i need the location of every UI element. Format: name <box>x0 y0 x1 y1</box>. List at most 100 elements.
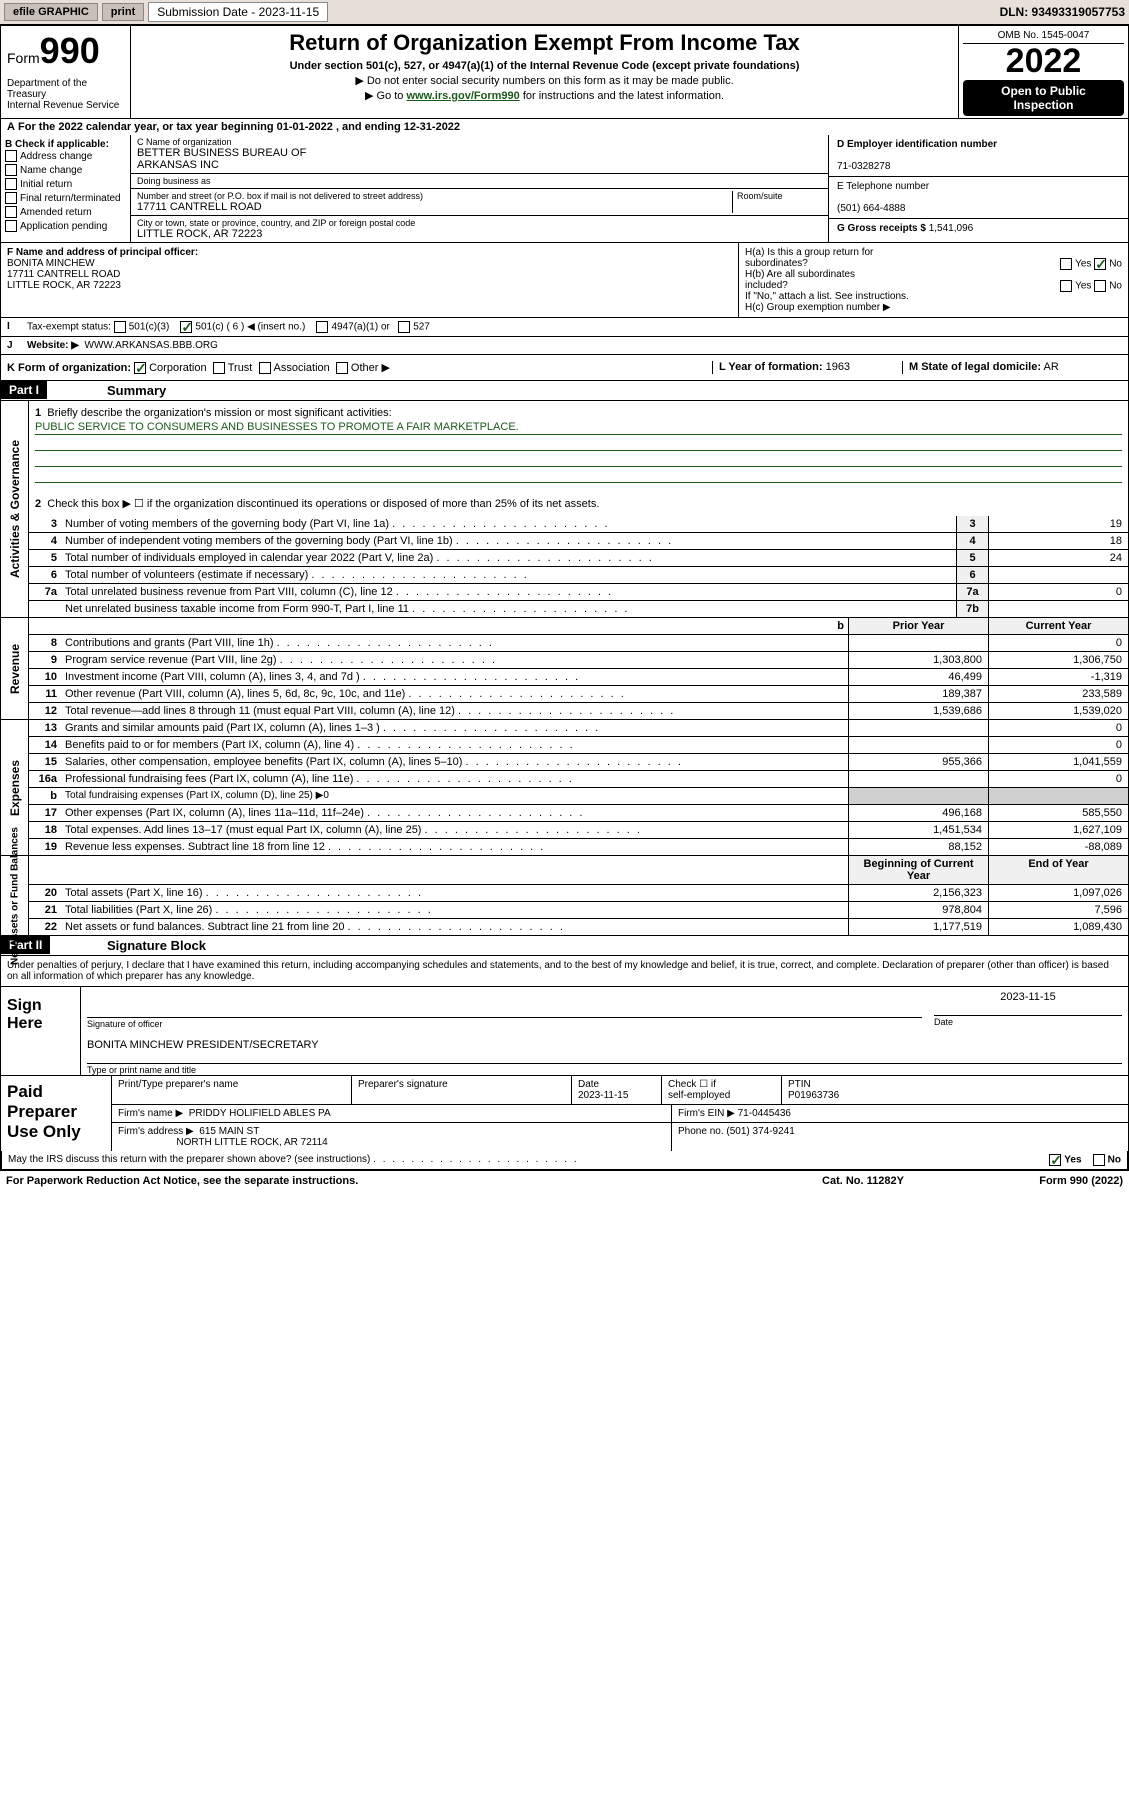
calendar-year-row: A For the 2022 calendar year, or tax yea… <box>0 119 1129 135</box>
summary-line: 7aTotal unrelated business revenue from … <box>29 584 1128 601</box>
row-f-h: F Name and address of principal officer:… <box>0 243 1129 318</box>
summary-line: 15Salaries, other compensation, employee… <box>29 754 1128 771</box>
ein-value: 71-0328278 <box>837 161 890 172</box>
form-number: 990 <box>40 30 100 71</box>
page-footer: For Paperwork Reduction Act Notice, see … <box>0 1171 1129 1191</box>
part1-label: Part I <box>1 381 47 399</box>
summary-line: 16aProfessional fundraising fees (Part I… <box>29 771 1128 788</box>
irs-link[interactable]: www.irs.gov/Form990 <box>406 90 519 102</box>
summary-line: 6Total number of volunteers (estimate if… <box>29 567 1128 584</box>
sig-officer-label: Signature of officer <box>87 1017 922 1029</box>
firm-phone-label: Phone no. <box>678 1126 724 1137</box>
revenue-block: Revenue b Prior Year Current Year 8Contr… <box>0 618 1129 720</box>
paid-preparer-label: Paid Preparer Use Only <box>1 1076 111 1151</box>
hc-label: H(c) Group exemption number ▶ <box>745 302 891 313</box>
row-j: J Website: ▶ WWW.ARKANSAS.BBB.ORG <box>0 337 1129 355</box>
top-bar: efile GRAPHIC print Submission Date - 20… <box>0 0 1129 25</box>
prior-year-hdr: Prior Year <box>848 618 988 634</box>
discuss-no-checkbox[interactable] <box>1093 1154 1105 1166</box>
row-i-j: I Tax-exempt status: 501(c)(3) 501(c) ( … <box>0 318 1129 337</box>
paid-preparer-block: Paid Preparer Use Only Print/Type prepar… <box>1 1075 1128 1151</box>
phone-value: (501) 664-4888 <box>837 203 905 214</box>
summary-line: 9Program service revenue (Part VIII, lin… <box>29 652 1128 669</box>
summary-line: 21Total liabilities (Part X, line 26) 97… <box>29 902 1128 919</box>
penalty-text: Under penalties of perjury, I declare th… <box>1 956 1128 986</box>
submission-date: Submission Date - 2023-11-15 <box>148 2 328 22</box>
prep-col-name: Print/Type preparer's name <box>111 1076 351 1104</box>
cb-name-change[interactable]: Name change <box>5 164 126 178</box>
year-formation: 1963 <box>826 361 850 373</box>
summary-line: 4Number of independent voting members of… <box>29 533 1128 550</box>
part2-label: Part II <box>1 936 50 954</box>
summary-line: 19Revenue less expenses. Subtract line 1… <box>29 839 1128 855</box>
c-name-label: C Name of organization <box>137 137 822 147</box>
signature-block: Under penalties of perjury, I declare th… <box>0 956 1129 1171</box>
q1-label: Briefly describe the organization's miss… <box>47 407 391 419</box>
city-state-zip: LITTLE ROCK, AR 72223 <box>137 228 822 240</box>
cb-other[interactable] <box>336 362 348 374</box>
ha-no-checkbox[interactable] <box>1094 258 1106 270</box>
cb-527[interactable] <box>398 321 410 333</box>
cb-corporation[interactable] <box>134 362 146 374</box>
cb-trust[interactable] <box>213 362 225 374</box>
cb-initial-return[interactable]: Initial return <box>5 178 126 192</box>
firm-phone-value: (501) 374-9241 <box>726 1126 794 1137</box>
check-if-applicable: B Check if applicable: <box>5 139 109 150</box>
summary-line: 12Total revenue—add lines 8 through 11 (… <box>29 703 1128 719</box>
hb-note: If "No," attach a list. See instructions… <box>745 291 909 302</box>
hb-no-checkbox[interactable] <box>1094 280 1106 292</box>
summary-line: bTotal fundraising expenses (Part IX, co… <box>29 788 1128 805</box>
prep-check-self: Check ☐ if self-employed <box>661 1076 781 1104</box>
d-ein-label: D Employer identification number <box>837 139 997 150</box>
cb-amended-return[interactable]: Amended return <box>5 206 126 220</box>
catalog-number: Cat. No. 11282Y <box>763 1175 963 1187</box>
officer-addr1: 17711 CANTRELL ROAD <box>7 269 120 280</box>
cb-application-pending[interactable]: Application pending <box>5 220 126 234</box>
state-domicile: AR <box>1043 361 1058 373</box>
section-b-block: B Check if applicable: Address change Na… <box>0 135 1129 243</box>
firm-addr1: 615 MAIN ST <box>199 1126 259 1137</box>
summary-line: 3Number of voting members of the governi… <box>29 516 1128 533</box>
rev-side-label: Revenue <box>8 644 22 694</box>
officer-printed: BONITA MINCHEW PRESIDENT/SECRETARY <box>81 1033 1128 1051</box>
cb-final-return[interactable]: Final return/terminated <box>5 192 126 206</box>
dept-label: Department of the Treasury Internal Reve… <box>7 78 124 111</box>
firm-addr2: NORTH LITTLE ROCK, AR 72114 <box>176 1137 327 1148</box>
prep-date-value: 2023-11-15 <box>578 1090 628 1101</box>
sig-date-label: Date <box>934 1015 1122 1027</box>
sign-here-label: Sign Here <box>1 987 81 1075</box>
cb-501c3[interactable] <box>114 321 126 333</box>
addr-label: Number and street (or P.O. box if mail i… <box>137 191 732 201</box>
form-subtitle-2: ▶ Do not enter social security numbers o… <box>137 74 952 87</box>
form-page-label: Form 990 (2022) <box>963 1175 1123 1187</box>
hb-yes-checkbox[interactable] <box>1060 280 1072 292</box>
website-value: WWW.ARKANSAS.BBB.ORG <box>85 340 218 351</box>
part1-header: Part I Summary <box>0 381 1129 401</box>
paperwork-notice: For Paperwork Reduction Act Notice, see … <box>6 1175 763 1187</box>
g-gross-label: G Gross receipts $ <box>837 223 926 234</box>
print-button[interactable]: print <box>102 3 144 21</box>
efile-button[interactable]: efile GRAPHIC <box>4 3 98 21</box>
e-phone-label: E Telephone number <box>837 181 929 192</box>
dln: DLN: 93493319057753 <box>1000 5 1125 19</box>
k-label: K Form of organization: <box>7 362 131 374</box>
m-label: M State of legal domicile: <box>909 361 1041 373</box>
cb-address-change[interactable]: Address change <box>5 150 126 164</box>
cb-4947[interactable] <box>316 321 328 333</box>
open-public-badge: Open to Public Inspection <box>963 80 1124 116</box>
summary-line: 13Grants and similar amounts paid (Part … <box>29 720 1128 737</box>
ptin-value: P01963736 <box>788 1090 839 1101</box>
ha-yes-checkbox[interactable] <box>1060 258 1072 270</box>
summary-line: 8Contributions and grants (Part VIII, li… <box>29 635 1128 652</box>
cb-association[interactable] <box>259 362 271 374</box>
part2-header: Part II Signature Block <box>0 936 1129 956</box>
tax-exempt-label: Tax-exempt status: <box>27 322 111 333</box>
summary-line: 10Investment income (Part VIII, column (… <box>29 669 1128 686</box>
end-year-hdr: End of Year <box>988 856 1128 884</box>
discuss-yes-checkbox[interactable] <box>1049 1154 1061 1166</box>
discuss-text: May the IRS discuss this return with the… <box>8 1154 1049 1166</box>
summary-line: 17Other expenses (Part IX, column (A), l… <box>29 805 1128 822</box>
form-header: Form990 Department of the Treasury Inter… <box>0 25 1129 119</box>
cb-501c[interactable] <box>180 321 192 333</box>
beg-year-hdr: Beginning of Current Year <box>848 856 988 884</box>
